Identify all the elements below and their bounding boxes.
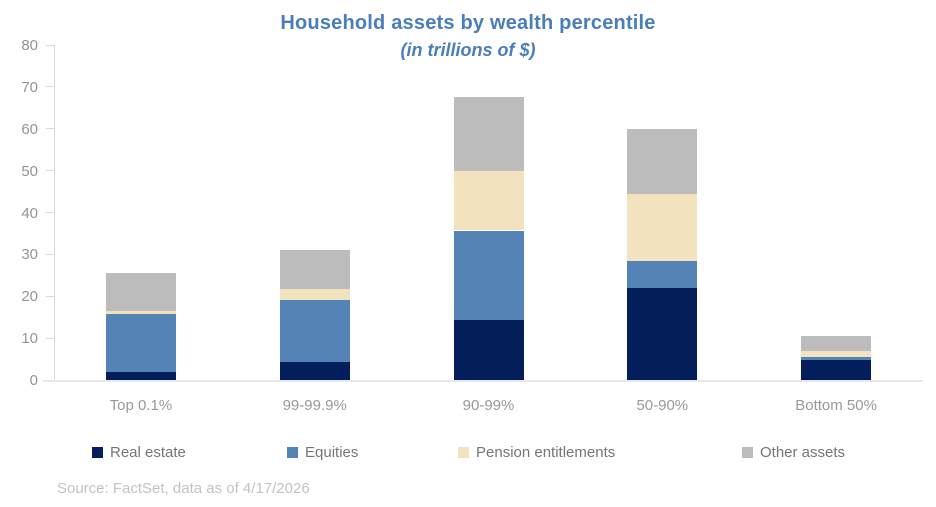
- y-axis-tick-label: 80: [21, 37, 38, 54]
- y-axis-tick-label: 0: [29, 372, 38, 389]
- y-axis-tick-label: 10: [21, 330, 38, 348]
- legend-item: Equities: [287, 443, 358, 461]
- bar-segment: [801, 336, 872, 351]
- y-axis-tick: [46, 128, 54, 130]
- chart-title: Household assets by wealth percentile: [280, 12, 656, 34]
- y-axis-tick-label: 50: [21, 162, 38, 180]
- legend-swatch-icon: [287, 446, 298, 458]
- x-axis-category-label: 90-99%: [462, 397, 515, 414]
- bar-segment: [453, 319, 524, 380]
- y-axis-tick: [46, 337, 54, 339]
- legend-label: Other assets: [760, 443, 846, 461]
- bar-segment: [105, 272, 176, 312]
- y-axis-tick-label: 20: [21, 288, 38, 306]
- legend-label: Real estate: [110, 443, 186, 461]
- bar-segment: [801, 350, 872, 357]
- bar-segment: [279, 249, 350, 290]
- bar-segment: [105, 372, 176, 380]
- y-axis-tick: [46, 86, 54, 88]
- legend-item: Other assets: [742, 443, 845, 461]
- x-axis-category-label: Top 0.1%: [109, 397, 173, 414]
- y-axis-tick: [46, 170, 54, 172]
- source-note: Source: FactSet, data as of 4/17/2026: [57, 480, 310, 497]
- bar-segment: [105, 311, 176, 314]
- y-axis-tick: [46, 295, 54, 297]
- bar-segment: [801, 360, 872, 380]
- legend-label: Equities: [305, 443, 359, 461]
- legend-item: Pension entitlements: [458, 443, 615, 461]
- bar-segment: [453, 230, 524, 320]
- bar-segment: [627, 193, 698, 261]
- y-axis-tick-label: 30: [21, 246, 38, 264]
- bar-segment: [627, 260, 698, 288]
- x-axis-category-label: 50-90%: [636, 397, 689, 414]
- bar-segment: [453, 96, 524, 172]
- legend-label: Pension entitlements: [476, 443, 616, 461]
- bar-segment: [453, 171, 524, 231]
- x-axis-category-label: 99-99.9%: [282, 397, 347, 414]
- bar-segment: [279, 300, 350, 362]
- bar-segment: [801, 356, 872, 361]
- y-axis-tick: [46, 44, 54, 46]
- y-axis-tick-label: 70: [21, 78, 38, 96]
- legend-swatch-icon: [742, 446, 753, 458]
- x-axis-baseline: [43, 380, 923, 382]
- y-axis-tick-label: 40: [21, 204, 38, 222]
- bar-segment: [627, 128, 698, 194]
- y-axis-tick-label: 60: [21, 120, 38, 138]
- y-axis-tick: [46, 212, 54, 213]
- legend-item: Real estate: [92, 443, 186, 461]
- legend-swatch-icon: [458, 446, 469, 458]
- y-axis-line: [54, 45, 55, 381]
- bar-segment: [105, 313, 176, 373]
- y-axis-tick: [46, 253, 54, 255]
- x-axis-category-label: Bottom 50%: [795, 397, 877, 414]
- bar-segment: [627, 287, 698, 380]
- chart-subtitle: (in trillions of $): [400, 40, 536, 60]
- bar-segment: [279, 289, 350, 300]
- bar-segment: [279, 361, 350, 380]
- legend-swatch-icon: [92, 446, 103, 458]
